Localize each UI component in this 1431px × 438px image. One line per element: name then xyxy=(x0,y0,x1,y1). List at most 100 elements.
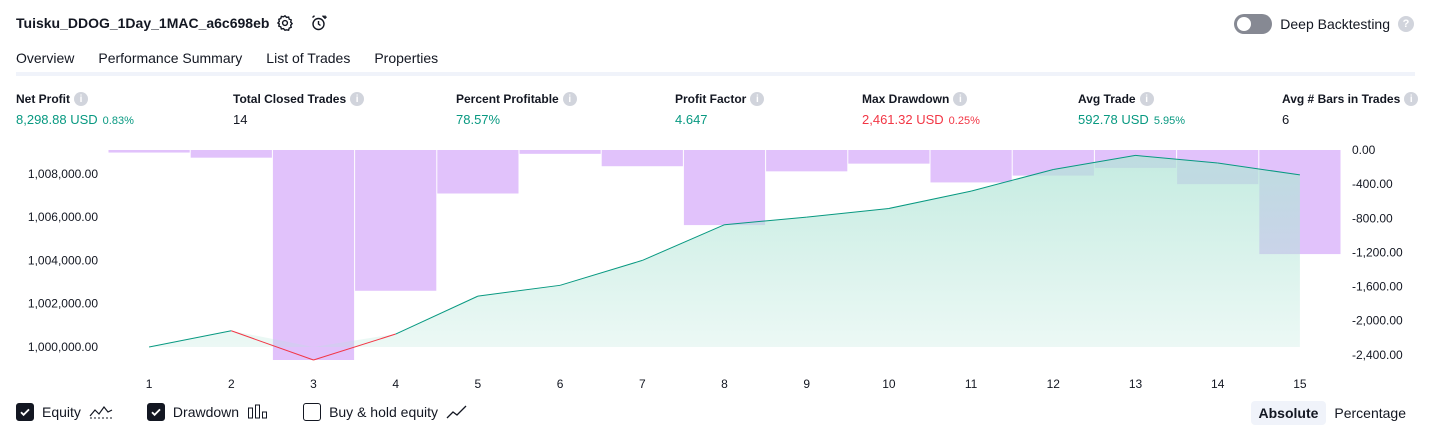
equity-line-segment xyxy=(970,169,1054,192)
equity-checkbox[interactable] xyxy=(16,403,34,421)
metric-label: Avg Trade xyxy=(1078,92,1136,106)
trend-line-icon xyxy=(446,405,467,419)
equity-line-segment xyxy=(806,207,889,218)
equity-line-segment xyxy=(1053,154,1136,170)
x-axis-tick-label: 6 xyxy=(557,377,564,391)
legend-buy-hold-label: Buy & hold equity xyxy=(329,404,439,420)
info-icon[interactable]: i xyxy=(953,92,968,106)
x-axis-tick-label: 11 xyxy=(965,377,978,391)
metric-label: Percent Profitable xyxy=(456,92,559,106)
metric-label: Avg # Bars in Trades xyxy=(1282,92,1401,106)
tab-bar: Overview Performance Summary List of Tra… xyxy=(16,44,462,76)
equity-line-segment xyxy=(477,284,561,297)
x-axis-tick-label: 13 xyxy=(1129,377,1143,391)
scale-mode-toggle: Absolute Percentage xyxy=(1250,401,1415,425)
info-icon[interactable]: i xyxy=(1139,92,1154,106)
metric-avg-bars: Avg # Bars in Trades i 6 xyxy=(1282,92,1419,127)
tabs-divider xyxy=(16,72,1415,76)
metric-profit-factor: Profit Factor i 4.647 xyxy=(675,92,765,127)
metric-label: Total Closed Trades xyxy=(233,92,347,106)
metric-percent: 0.25% xyxy=(948,115,980,127)
metric-value: 14 xyxy=(233,112,248,127)
equity-drawdown-chart[interactable]: 1,000,000.00 1,002,000.00 1,004,000.00 1,00… xyxy=(0,140,1431,392)
equity-line-segment xyxy=(642,224,725,261)
tab-performance-summary[interactable]: Performance Summary xyxy=(98,50,243,66)
x-axis-tick-label: 5 xyxy=(475,377,482,391)
metric-percent: 0.83% xyxy=(102,115,134,127)
bar-chart-icon xyxy=(248,404,268,419)
metric-label: Max Drawdown xyxy=(862,92,950,106)
drawdown-bar xyxy=(355,150,437,291)
tab-list-of-trades[interactable]: List of Trades xyxy=(266,50,351,66)
drawdown-bar xyxy=(683,150,766,226)
info-icon[interactable]: i xyxy=(1404,92,1419,106)
legend-buy-hold[interactable]: Buy & hold equity xyxy=(303,403,468,421)
metric-net-profit: Net Profit i 8,298.88 USD 0.83% xyxy=(16,92,134,127)
metric-label: Net Profit xyxy=(16,92,70,106)
left-axis-tick-label: 1,006,000.00 xyxy=(28,210,98,224)
gear-icon[interactable] xyxy=(275,13,295,33)
metric-value: 4.647 xyxy=(675,112,708,127)
drawdown-bar xyxy=(108,150,190,153)
x-axis-tick-label: 12 xyxy=(1047,377,1061,391)
equity-area xyxy=(149,155,1300,348)
metric-total-closed-trades: Total Closed Trades i 14 xyxy=(233,92,365,127)
metric-label: Profit Factor xyxy=(675,92,747,106)
legend-drawdown[interactable]: Drawdown xyxy=(146,403,269,421)
drawdown-bar xyxy=(601,150,683,167)
metric-value: 2,461.32 USD xyxy=(862,112,944,127)
metrics-row: Net Profit i 8,298.88 USD 0.83% Total Clos… xyxy=(0,92,1431,132)
right-axis-tick-label: -1,600.00 xyxy=(1352,280,1403,294)
tab-properties[interactable]: Properties xyxy=(374,50,439,66)
x-axis-tick-label: 7 xyxy=(639,377,646,391)
drawdown-bar xyxy=(190,150,272,158)
info-icon[interactable]: i xyxy=(74,92,88,106)
drawdown-bar xyxy=(519,150,601,154)
left-axis-tick-label: 1,000,000.00 xyxy=(28,340,98,354)
equity-line-segment xyxy=(1135,154,1218,164)
right-axis-tick-label: -2,400.00 xyxy=(1352,348,1403,362)
equity-line-segment xyxy=(559,259,643,286)
metric-value: 78.57% xyxy=(456,112,501,127)
buy-hold-checkbox[interactable] xyxy=(303,403,322,421)
drawdown-bar xyxy=(848,150,930,164)
metric-avg-trade: Avg Trade i 592.78 USD 5.95% xyxy=(1078,92,1185,127)
legend-drawdown-label: Drawdown xyxy=(172,404,240,420)
info-icon[interactable]: i xyxy=(350,92,365,106)
metric-percent-profitable: Percent Profitable i 78.57% xyxy=(456,92,577,127)
strategy-header: Tuisku_DDOG_1Day_1MAC_a6c698eb Deep Back… xyxy=(0,0,1431,46)
chart-legend: Equity Drawdown Buy & hold equity xyxy=(16,403,502,421)
drawdown-bar xyxy=(437,150,519,194)
x-axis-tick-label: 4 xyxy=(392,377,399,391)
equity-line-segment xyxy=(395,295,479,335)
alarm-clock-plus-icon[interactable] xyxy=(309,13,329,33)
info-icon[interactable]: i xyxy=(562,92,577,106)
equity-line-segment xyxy=(313,333,396,361)
equity-line-segment xyxy=(888,190,972,209)
x-axis-tick-label: 9 xyxy=(803,377,810,391)
x-axis-tick-label: 8 xyxy=(721,377,728,391)
help-icon[interactable]: ? xyxy=(1398,16,1414,32)
legend-equity[interactable]: Equity xyxy=(16,403,113,421)
absolute-button[interactable]: Absolute xyxy=(1250,401,1327,425)
deep-backtesting-toggle[interactable] xyxy=(1234,14,1273,34)
equity-line-icon xyxy=(89,406,113,419)
drawdown-bar xyxy=(930,150,1012,183)
right-axis-tick-label: -1,200.00 xyxy=(1352,245,1403,259)
equity-line-segment xyxy=(724,216,807,226)
legend-equity-label: Equity xyxy=(42,404,81,420)
metric-percent: 5.95% xyxy=(1153,115,1186,127)
metric-max-drawdown: Max Drawdown i 2,461.32 USD 0.25% xyxy=(862,92,980,127)
equity-line-segment xyxy=(231,330,314,361)
info-icon[interactable]: i xyxy=(750,92,765,106)
x-axis-tick-label: 14 xyxy=(1211,377,1225,391)
left-axis-tick-label: 1,002,000.00 xyxy=(28,297,98,311)
drawdown-checkbox[interactable] xyxy=(146,403,165,421)
left-axis-tick-label: 1,004,000.00 xyxy=(28,253,98,267)
x-axis-tick-label: 15 xyxy=(1293,377,1307,391)
percentage-button[interactable]: Percentage xyxy=(1334,405,1406,421)
x-axis-tick-label: 3 xyxy=(310,377,317,391)
metric-value: 8,298.88 USD xyxy=(16,112,98,127)
deep-backtesting: Deep Backtesting ? xyxy=(1234,14,1414,34)
drawdown-bar xyxy=(766,150,848,172)
